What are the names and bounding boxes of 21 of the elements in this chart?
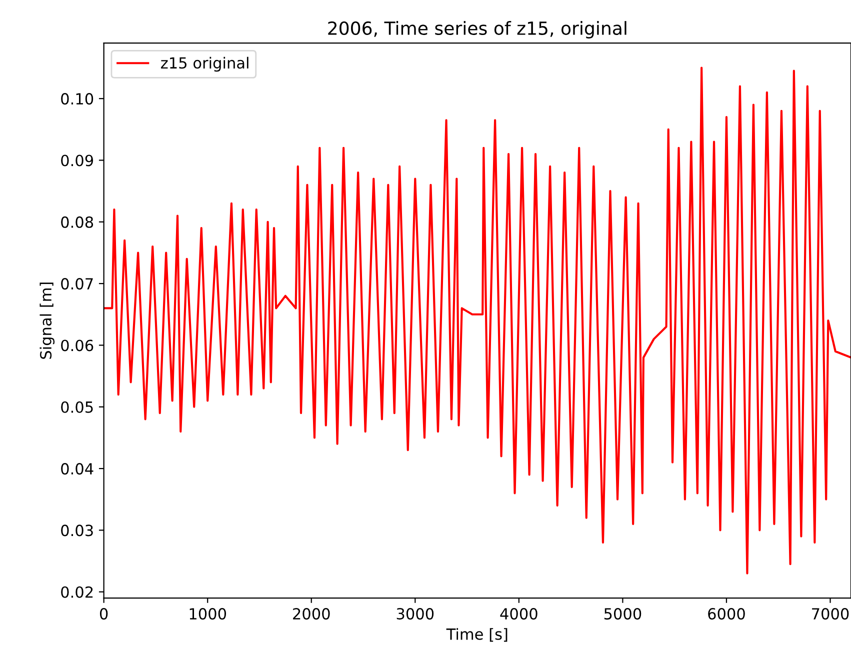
y-tick-label: 0.09 — [61, 154, 94, 166]
legend-label: z15 original — [161, 56, 248, 72]
y-tick-label: 0.08 — [61, 216, 94, 228]
x-tick-label: 4000 — [500, 608, 538, 620]
y-axis-title: Signal [m] — [40, 282, 55, 359]
y-tick-label: 0.06 — [61, 340, 94, 352]
x-tick-label: 1000 — [190, 608, 226, 620]
x-axis-title: Time [s] — [446, 628, 508, 642]
y-tick-label: 0.05 — [61, 401, 93, 413]
x-tick-label: 7000 — [812, 608, 849, 620]
x-tick-label: 6000 — [708, 608, 745, 620]
chart-title: 2006, Time series of z15, original — [328, 21, 626, 39]
y-tick-label: 0.02 — [61, 586, 93, 598]
x-tick-label: 0 — [100, 608, 108, 620]
x-tick-label: 2000 — [293, 608, 330, 620]
y-tick-label: 0.03 — [61, 524, 93, 536]
x-tick-label: 3000 — [396, 608, 434, 620]
y-tick-label: 0.04 — [61, 463, 94, 475]
x-tick-label: 5000 — [604, 608, 642, 620]
y-tick-label: 0.07 — [61, 278, 93, 290]
y-tick-label: 0.10 — [61, 93, 94, 105]
